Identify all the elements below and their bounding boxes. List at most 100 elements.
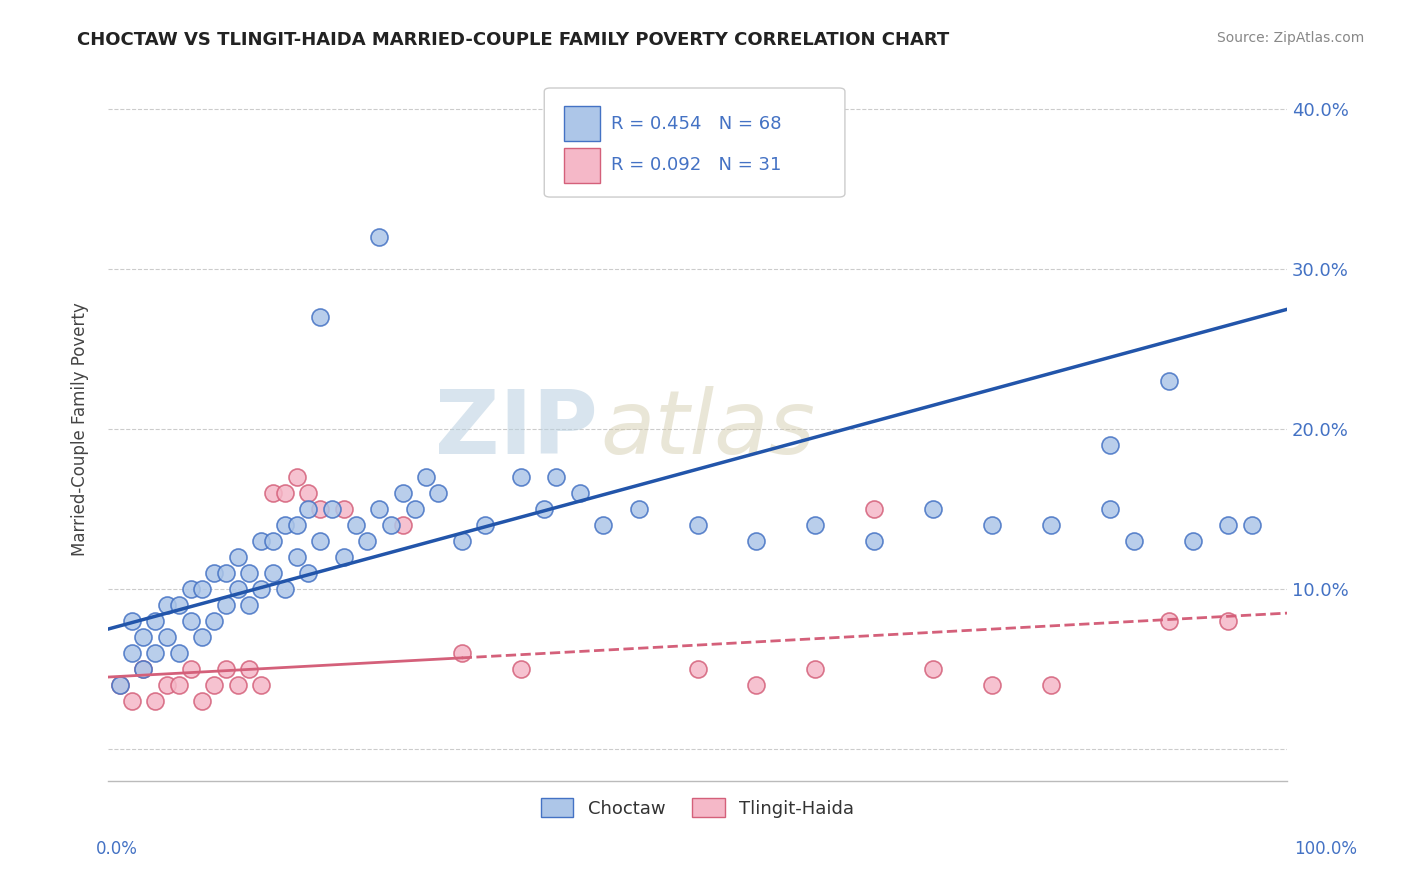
Point (1181, 534, 1204, 549)
Point (167, 646, 190, 660)
Point (250, 534, 273, 549)
FancyBboxPatch shape (544, 88, 845, 197)
Point (309, 534, 332, 549)
Point (427, 486, 450, 500)
Point (592, 518, 614, 533)
Point (121, 614, 143, 628)
Point (285, 470, 308, 484)
Text: CHOCTAW VS TLINGIT-HAIDA MARRIED-COUPLE FAMILY POVERTY CORRELATION CHART: CHOCTAW VS TLINGIT-HAIDA MARRIED-COUPLE … (77, 31, 949, 49)
Point (250, 582, 273, 596)
Point (285, 518, 308, 533)
Point (238, 662, 260, 676)
Point (262, 486, 284, 500)
Point (922, 502, 945, 516)
Point (344, 518, 367, 533)
Point (356, 534, 378, 549)
Point (309, 310, 332, 325)
Point (156, 630, 179, 644)
Point (981, 518, 1004, 533)
Point (1159, 374, 1181, 388)
Bar (564, 148, 600, 183)
Text: 100.0%: 100.0% (1294, 840, 1357, 858)
Point (922, 662, 945, 676)
Point (274, 518, 297, 533)
Point (262, 534, 284, 549)
Point (274, 486, 297, 500)
Point (215, 662, 238, 676)
Point (262, 566, 284, 581)
Text: R = 0.092   N = 31: R = 0.092 N = 31 (612, 156, 782, 174)
Point (309, 502, 332, 516)
Point (415, 470, 437, 484)
Point (226, 550, 249, 565)
Point (391, 486, 413, 500)
Point (745, 678, 768, 692)
Point (568, 486, 591, 500)
Point (108, 678, 131, 692)
Point (191, 582, 214, 596)
Text: ZIP: ZIP (434, 385, 598, 473)
Point (156, 598, 179, 612)
Point (238, 598, 260, 612)
Point (202, 678, 225, 692)
Point (180, 582, 202, 596)
Point (297, 486, 319, 500)
Point (143, 694, 166, 708)
Y-axis label: Married-Couple Family Poverty: Married-Couple Family Poverty (72, 302, 89, 556)
Point (1040, 518, 1063, 533)
Point (202, 614, 225, 628)
Point (180, 662, 202, 676)
Point (474, 518, 496, 533)
Text: atlas: atlas (600, 386, 815, 472)
Point (1099, 438, 1122, 452)
Point (380, 518, 402, 533)
Point (274, 582, 297, 596)
Point (226, 678, 249, 692)
Point (627, 502, 650, 516)
Point (391, 518, 413, 533)
Point (509, 470, 531, 484)
Point (450, 534, 472, 549)
Point (238, 566, 260, 581)
Point (863, 534, 886, 549)
Point (285, 550, 308, 565)
Point (143, 646, 166, 660)
Legend: Choctaw, Tlingit-Haida: Choctaw, Tlingit-Haida (533, 790, 862, 825)
Point (132, 662, 155, 676)
Point (121, 646, 143, 660)
Point (143, 614, 166, 628)
Point (544, 470, 567, 484)
Text: Source: ZipAtlas.com: Source: ZipAtlas.com (1216, 31, 1364, 45)
Point (450, 646, 472, 660)
Point (191, 694, 214, 708)
Point (132, 630, 155, 644)
Text: 0.0%: 0.0% (96, 840, 138, 858)
Point (250, 678, 273, 692)
Point (215, 566, 238, 581)
Point (1099, 502, 1122, 516)
Point (202, 566, 225, 581)
Point (863, 502, 886, 516)
Point (686, 518, 709, 533)
Point (226, 582, 249, 596)
Point (167, 598, 190, 612)
Point (686, 662, 709, 676)
Point (533, 502, 555, 516)
Point (180, 614, 202, 628)
Point (509, 662, 531, 676)
Point (333, 502, 356, 516)
Point (321, 502, 343, 516)
Point (297, 502, 319, 516)
Point (404, 502, 426, 516)
Point (981, 678, 1004, 692)
Text: R = 0.454   N = 68: R = 0.454 N = 68 (612, 115, 782, 133)
Point (215, 598, 238, 612)
Point (368, 502, 391, 516)
Point (804, 518, 827, 533)
Point (191, 630, 214, 644)
Point (121, 694, 143, 708)
Point (368, 230, 391, 244)
Point (132, 662, 155, 676)
Point (333, 550, 356, 565)
Point (1240, 518, 1263, 533)
